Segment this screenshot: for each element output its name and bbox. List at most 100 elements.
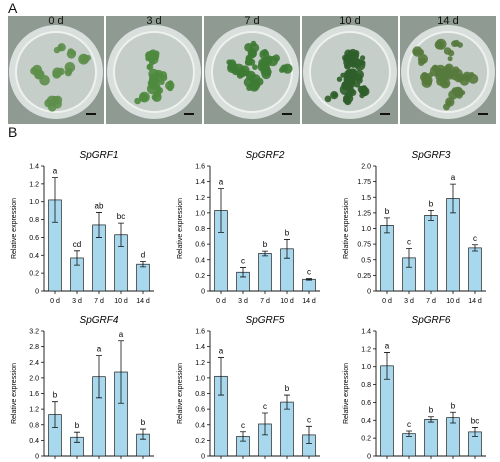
x-tick-label: 14 d: [136, 298, 150, 305]
y-tick-label: 1.2: [29, 407, 39, 414]
significance-letter: c: [473, 234, 477, 243]
dish-illustration: [8, 16, 104, 124]
error-bar: [118, 340, 124, 404]
y-tick-label: 1.4: [361, 329, 371, 336]
significance-letter: bc: [117, 212, 125, 221]
y-tick-label: 1.4: [195, 344, 205, 351]
y-tick-label: 2.0: [29, 375, 39, 382]
y-tick-label: 0.2: [195, 273, 205, 280]
bar: [446, 417, 460, 457]
significance-letter: a: [385, 341, 390, 350]
chart-title: SpGRF2: [246, 150, 285, 161]
significance-letter: c: [263, 402, 267, 411]
bar: [258, 253, 272, 292]
significance-letter: c: [241, 421, 245, 430]
significance-letter: b: [451, 401, 456, 410]
chart-SpGRF2: SpGRF2 Relative expression 0 0.2 0.4 0.6 0.8 1.…: [177, 150, 320, 305]
chart-SpGRF1: SpGRF1 Relative expression 0 0.2 0.4 0.6 0.8 1.…: [11, 150, 154, 305]
y-tick-label: 0.75: [357, 242, 371, 249]
y-tick-label: 0.8: [361, 382, 371, 389]
dish-illustration: [302, 16, 398, 124]
y-tick-label: 0.8: [29, 217, 39, 224]
bar: [468, 247, 482, 292]
scale-bar: [478, 113, 488, 115]
y-tick-label: 0: [367, 454, 371, 461]
y-tick-label: 1.4: [29, 164, 39, 171]
y-tick-label: 1.2: [29, 181, 39, 188]
error-bar: [52, 401, 58, 428]
significance-letter: c: [307, 268, 311, 277]
error-bar: [218, 188, 224, 233]
error-bar: [450, 411, 456, 424]
y-tick-label: 0: [201, 289, 205, 296]
significance-letter: c: [407, 420, 411, 429]
y-tick-label: 1.4: [195, 179, 205, 186]
significance-letter: d: [141, 251, 145, 260]
error-bar: [118, 222, 124, 247]
y-tick-label: 0.5: [361, 257, 371, 264]
dish-photo: 7 d: [204, 16, 300, 124]
error-bar: [262, 250, 268, 257]
y-tick-label: 1.5: [361, 195, 371, 202]
x-tick-label: 14 d: [302, 298, 316, 305]
x-tick-label: 7 d: [94, 298, 104, 305]
scale-bar: [282, 113, 292, 115]
x-tick-label: 3 d: [404, 298, 414, 305]
significance-letter: cd: [73, 240, 81, 249]
chart-title: SpGRF1: [80, 150, 119, 161]
error-bar: [74, 431, 80, 443]
y-tick-label: 0.25: [357, 273, 371, 280]
y-tick-label: 0.2: [29, 271, 39, 278]
chart-title: SpGRF3: [412, 150, 451, 161]
panel-label-a: A: [8, 0, 18, 16]
significance-letter: c: [407, 238, 411, 247]
y-tick-label: 0.6: [195, 242, 205, 249]
error-bar: [74, 250, 80, 266]
dish-photo: 14 d: [400, 16, 496, 124]
chart-title: SpGRF5: [246, 315, 285, 326]
y-tick-label: 0: [367, 289, 371, 296]
x-tick-label: 10 d: [114, 298, 128, 305]
panel-label-b: B: [8, 124, 18, 140]
y-tick-label: 1.6: [29, 391, 39, 398]
y-axis-label: Relative expression: [177, 198, 184, 259]
significance-letter: b: [285, 228, 290, 237]
bar-charts: SpGRF1 Relative expression 0 0.2 0.4 0.6 0.8 1.…: [11, 150, 486, 461]
y-tick-label: 0.6: [361, 400, 371, 407]
y-tick-label: 0.4: [29, 253, 39, 260]
y-tick-label: 0: [35, 454, 39, 461]
y-axis-label: Relative expression: [343, 363, 350, 424]
chart-SpGRF3: SpGRF3 Relative expression 0 0.25 0.5 0.75 1.0…: [343, 150, 486, 305]
y-tick-label: 1.2: [195, 195, 205, 202]
bar: [424, 215, 438, 292]
y-tick-label: 0.4: [361, 418, 371, 425]
x-tick-label: 0 d: [216, 298, 226, 305]
scale-bar: [380, 113, 390, 115]
y-tick-label: 0.4: [29, 438, 39, 445]
error-bar: [218, 357, 224, 396]
dish-photo-label: 3 d: [146, 16, 162, 27]
significance-letter: ab: [95, 201, 104, 210]
scale-bar: [184, 113, 194, 115]
bar: [380, 225, 394, 292]
significance-letter: b: [141, 418, 146, 427]
y-axis-label: Relative expression: [343, 198, 350, 259]
y-tick-label: 0.8: [29, 422, 39, 429]
significance-letter: b: [429, 406, 434, 415]
significance-letter: b: [285, 384, 290, 393]
chart-title: SpGRF6: [412, 315, 451, 326]
y-tick-label: 1.0: [195, 375, 205, 382]
dish-illustration: [204, 16, 300, 124]
y-tick-label: 1.0: [361, 364, 371, 371]
y-tick-label: 0.4: [195, 257, 205, 264]
significance-letter: b: [53, 391, 58, 400]
significance-letter: a: [97, 345, 102, 354]
y-tick-label: 1.2: [195, 360, 205, 367]
y-tick-label: 0.6: [29, 235, 39, 242]
error-bar: [428, 209, 434, 221]
error-bar: [384, 217, 390, 234]
error-bar: [284, 239, 290, 259]
significance-letter: a: [451, 173, 456, 182]
bar: [302, 278, 316, 292]
y-tick-label: 1.0: [29, 199, 39, 206]
